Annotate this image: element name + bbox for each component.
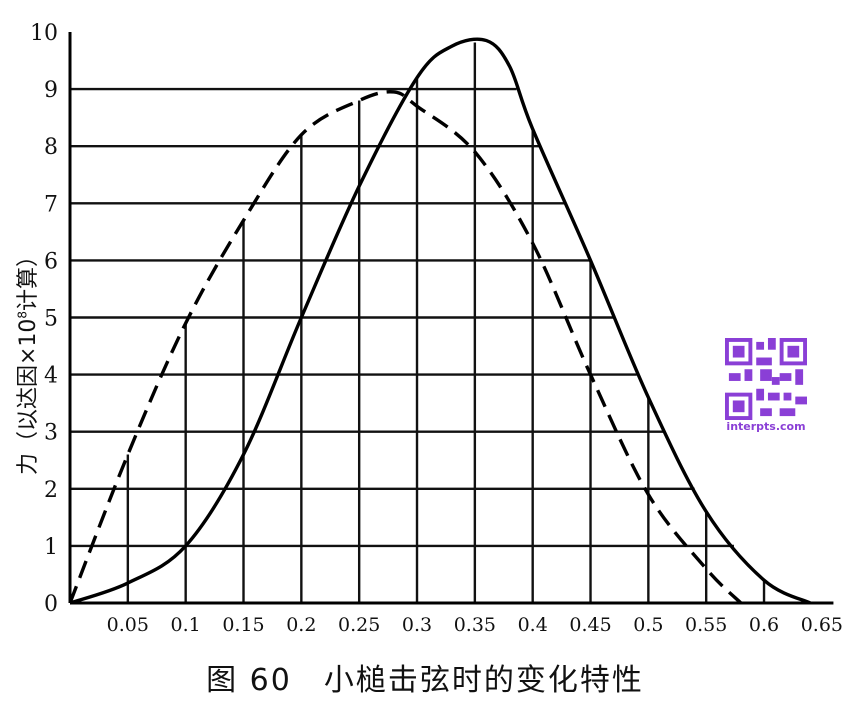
watermark-text: interpts.com [726, 420, 806, 433]
x-tick-label-11: 0.6 [749, 614, 779, 636]
series-dashed-line [68, 90, 743, 605]
y-axis-label-exponent: 8 [15, 310, 30, 319]
series-solid-line [69, 37, 812, 605]
axes [68, 32, 834, 605]
y-tick-label-8: 8 [44, 135, 58, 160]
grid [70, 42, 766, 603]
y-tick-label-7: 7 [44, 192, 58, 217]
y-tick-label-4: 4 [44, 364, 58, 389]
series-layer [68, 37, 812, 605]
qr-code-watermark [725, 338, 807, 420]
x-tick-label-1: 0.1 [171, 614, 201, 636]
x-tick-label-5: 0.3 [402, 614, 432, 636]
y-axis-label-prefix: 力（以达因×10 [16, 318, 41, 476]
y-axis-label: 力（以达因×108计算） [10, 245, 42, 475]
x-tick-label-3: 0.2 [286, 614, 316, 636]
x-tick-label-7: 0.4 [518, 614, 548, 636]
x-tick-label-10: 0.55 [685, 614, 727, 636]
x-tick-label-6: 0.35 [454, 614, 496, 636]
x-tick-label-12: 0.65 [801, 614, 843, 636]
x-tick-label-8: 0.45 [569, 614, 611, 636]
y-axis-label-suffix: 计算） [16, 244, 41, 311]
figure-caption: 图 60 小槌击弦时的变化特性 [206, 663, 644, 698]
y-tick-label-3: 3 [44, 421, 58, 446]
x-tick-label-0: 0.05 [107, 614, 149, 636]
x-tick-label-2: 0.15 [222, 614, 264, 636]
y-tick-label-2: 2 [44, 478, 58, 503]
x-tick-labels: 0.05 0.1 0.15 0.2 0.25 0.3 0.35 0.4 0.45 0.5 0.55 0… [107, 614, 843, 636]
y-tick-label-1: 1 [44, 535, 58, 560]
x-tick-label-9: 0.5 [633, 614, 663, 636]
y-tick-label-0: 0 [44, 592, 58, 617]
y-tick-label-9: 9 [44, 78, 58, 103]
y-tick-labels: 0 1 2 3 4 5 6 7 8 9 10 [30, 21, 58, 617]
y-tick-label-5: 5 [44, 307, 58, 332]
y-tick-label-6: 6 [44, 249, 58, 274]
y-tick-label-10: 10 [30, 21, 58, 46]
x-tick-label-4: 0.25 [338, 614, 380, 636]
